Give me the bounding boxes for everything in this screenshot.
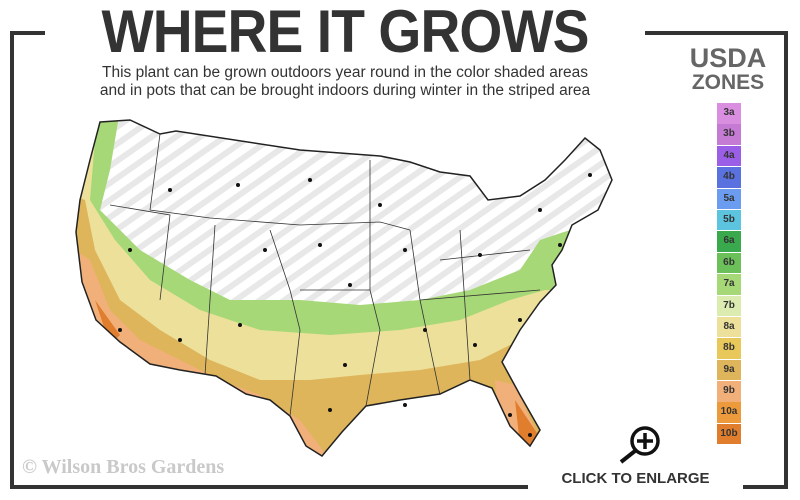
legend-zone-8b: 8b [717,338,741,359]
subtitle-line-1: This plant can be grown outdoors year ro… [102,64,588,81]
zone-legend: 3a 3b 4a 4b 5a 5b 6a 6b 7a 7b 8a 8b 9a 9b 10a 10b [717,103,741,445]
legend-zone-3b: 3b [717,124,741,145]
legend-zone-9b: 9b [717,381,741,402]
legend-zone-6b: 6b [717,252,741,274]
legend-zone-5a: 5a [717,188,741,210]
legend-title-line-1: USDA [689,43,767,73]
zoom-in-icon[interactable] [616,422,664,464]
frame-bottom-left [10,485,528,489]
frame-left [10,31,14,489]
legend-zone-9a: 9a [717,359,741,381]
legend-zone-7b: 7b [717,295,741,317]
watermark: © Wilson Bros Gardens [22,456,225,478]
frame-right [784,31,788,489]
city-dots [118,173,592,437]
click-to-enlarge-button[interactable]: CLICK TO ENLARGE [561,470,710,487]
legend-zone-6a: 6a [717,231,741,252]
legend-title-line-2: ZONES [691,71,765,94]
legend-zone-10a: 10a [717,402,741,423]
subtitle: This plant can be grown outdoors year ro… [40,64,650,100]
legend-title: USDA ZONES [668,44,788,94]
subtitle-line-2: and in pots that can be brought indoors … [99,82,591,99]
state-borders [109,133,541,417]
legend-zone-4b: 4b [717,167,741,188]
legend-zone-3a: 3a [717,103,741,124]
legend-zone-4a: 4a [717,145,741,167]
frame-top-left [10,31,45,35]
frame-top-right [645,31,788,35]
legend-zone-8a: 8a [717,316,741,338]
frame-bottom-right [743,485,788,489]
legend-zone-5b: 5b [717,209,741,231]
page-title: WHERE IT GROWS [101,0,590,65]
legend-zone-10b: 10b [717,423,741,445]
legend-zone-7a: 7a [717,274,741,295]
us-hardiness-map[interactable] [60,110,620,460]
